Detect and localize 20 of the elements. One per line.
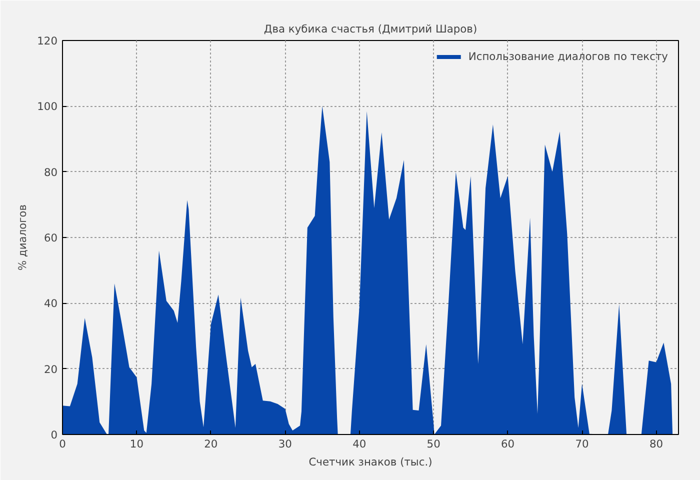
x-tick-label: 30 [278, 438, 292, 450]
x-tick-label: 50 [426, 438, 441, 450]
y-tick-label: 80 [44, 166, 58, 179]
x-axis-title: Счетчик знаков (тыс.) [308, 456, 432, 468]
x-tick-label: 0 [59, 438, 66, 450]
x-tick-label: 80 [649, 438, 664, 450]
legend-label: Использование диалогов по тексту [468, 50, 668, 63]
y-axis-title: % диалогов [16, 204, 30, 271]
x-tick-label: 60 [501, 438, 515, 450]
y-tick-label: 100 [37, 100, 58, 114]
y-tick-label: 40 [44, 297, 58, 310]
x-tick-label: 20 [204, 438, 218, 450]
chart-title: Два кубика счастья (Дмитрий Шаров) [264, 22, 478, 36]
y-tick-label: 20 [44, 362, 58, 376]
y-tick-label: 120 [37, 34, 58, 48]
y-tick-label: 60 [44, 232, 58, 244]
y-tick-label: 0 [50, 428, 58, 442]
x-tick-label: 10 [130, 438, 144, 450]
x-tick-label: 70 [575, 438, 590, 450]
x-tick-label: 40 [352, 438, 366, 450]
